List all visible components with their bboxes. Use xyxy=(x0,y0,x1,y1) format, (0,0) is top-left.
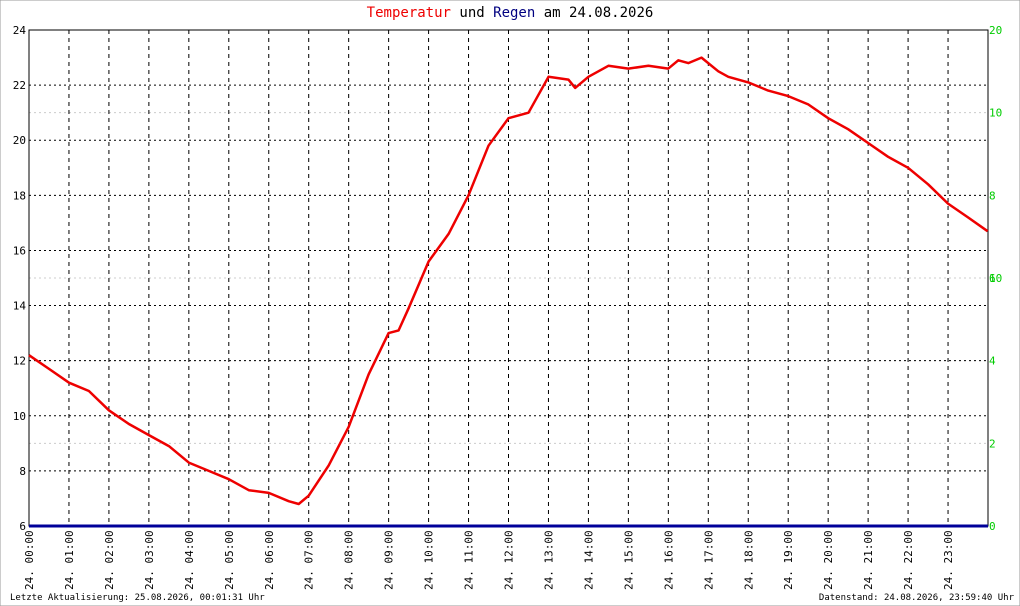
y2-tick-label: 0 xyxy=(989,520,996,533)
y-tick-label: 18 xyxy=(13,189,26,202)
x-tick-label: 24. 07:00 xyxy=(303,530,316,590)
y-tick-label: 12 xyxy=(13,355,26,368)
x-tick-label: 24. 04:00 xyxy=(183,530,196,590)
x-tick-label: 24. 10:00 xyxy=(423,530,436,590)
x-tick-label: 24. 03:00 xyxy=(143,530,156,590)
x-tick-label: 24. 23:00 xyxy=(942,530,955,590)
x-tick-label: 24. 06:00 xyxy=(263,530,276,590)
x-tick-label: 24. 21:00 xyxy=(862,530,875,590)
title-part: Regen xyxy=(493,5,535,21)
y-tick-label: 16 xyxy=(13,244,26,257)
x-tick-label: 24. 17:00 xyxy=(702,530,715,590)
y2-tick-label: 6 xyxy=(989,272,996,285)
y2-tick-label: 4 xyxy=(989,355,996,368)
x-tick-label: 24. 11:00 xyxy=(463,530,476,590)
x-tick-label: 24. 02:00 xyxy=(103,530,116,590)
series-line xyxy=(28,56,989,506)
x-tick-label: 24. 13:00 xyxy=(542,530,555,590)
x-tick-label: 24. 20:00 xyxy=(822,530,835,590)
y2-tick-label: 10 xyxy=(989,272,1002,285)
x-tick-label: 24. 00:00 xyxy=(23,530,36,590)
x-tick-label: 24. 15:00 xyxy=(622,530,635,590)
y-tick-label: 6 xyxy=(19,520,26,533)
x-tick-label: 24. 01:00 xyxy=(63,530,76,590)
y2-tick-label: 2 xyxy=(989,437,996,450)
x-tick-label: 24. 09:00 xyxy=(383,530,396,590)
y2-tick-label: 20 xyxy=(989,24,1002,37)
y-tick-label: 20 xyxy=(13,134,26,147)
chart-title: Temperatur und Regen am 24.08.2026 xyxy=(367,5,654,21)
y2-tick-label: 10 xyxy=(989,107,1002,120)
x-tick-label: 24. 14:00 xyxy=(582,530,595,590)
footer-left: Letzte Aktualisierung: 25.08.2026, 00:01… xyxy=(10,593,265,603)
y-tick-label: 22 xyxy=(13,79,26,92)
x-tick-label: 24. 18:00 xyxy=(742,530,755,590)
title-part: Temperatur xyxy=(367,5,451,21)
x-tick-label: 24. 16:00 xyxy=(662,530,675,590)
y-tick-label: 10 xyxy=(13,410,26,423)
title-part: am 24.08.2026 xyxy=(544,5,654,21)
y-tick-label: 8 xyxy=(19,465,26,478)
y-tick-label: 14 xyxy=(13,300,27,313)
y2-tick-label: 8 xyxy=(989,189,996,202)
x-tick-label: 24. 22:00 xyxy=(902,530,915,590)
x-tick-label: 24. 12:00 xyxy=(503,530,516,590)
x-tick-label: 24. 08:00 xyxy=(343,530,356,590)
y-tick-label: 24 xyxy=(13,24,27,37)
x-tick-label: 24. 19:00 xyxy=(782,530,795,590)
title-part: und xyxy=(459,5,484,21)
footer-right: Datenstand: 24.08.2026, 23:59:40 Uhr xyxy=(819,593,1015,603)
x-tick-label: 24. 05:00 xyxy=(223,530,236,590)
